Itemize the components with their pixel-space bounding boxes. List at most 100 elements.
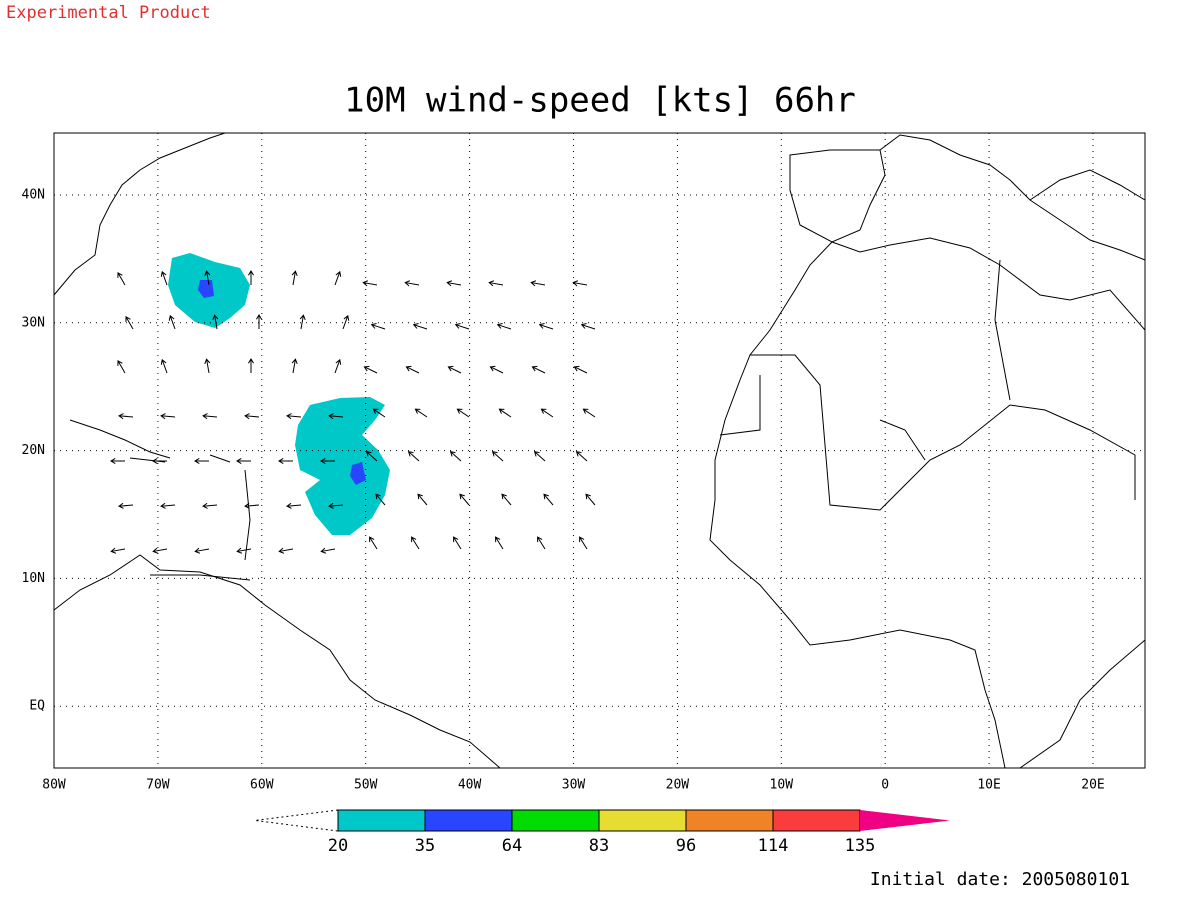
- wind-arrow: [407, 450, 420, 462]
- wind-arrow: [125, 316, 134, 330]
- x-axis-label: 30W: [562, 778, 586, 793]
- wind-arrow: [575, 450, 588, 462]
- colorbar-segment: [424, 809, 513, 832]
- colorbar-upper-triangle: [860, 810, 950, 831]
- map: [53, 132, 1146, 769]
- wind-arrow: [501, 493, 512, 506]
- wind-arrow: [488, 280, 504, 287]
- wind-arrow: [363, 365, 378, 374]
- wind-arrow: [244, 413, 260, 420]
- wind-arrow: [405, 365, 420, 374]
- wind-arrow: [160, 270, 168, 286]
- wind-arrow: [160, 358, 168, 374]
- wind-arrow: [459, 493, 470, 506]
- wind-area: [295, 397, 390, 535]
- wind-arrow: [369, 536, 378, 550]
- wind-arrow: [204, 358, 211, 374]
- wind-arrow: [411, 536, 420, 550]
- wind-arrow: [244, 502, 260, 509]
- border-lines: [719, 259, 1136, 511]
- x-axis-label: 80W: [42, 778, 66, 793]
- wind-arrow: [194, 457, 209, 465]
- wind-arrow: [495, 536, 504, 550]
- colorbar-segment: [598, 809, 687, 832]
- wind-arrow: [110, 457, 125, 465]
- wind-arrow: [160, 413, 176, 420]
- x-axis-label: 10E: [977, 778, 1000, 793]
- wind-arrow: [491, 450, 504, 462]
- wind-arrow: [334, 270, 342, 286]
- x-axis-label: 0: [881, 778, 889, 793]
- wind-arrow: [118, 502, 134, 509]
- wind-arrow: [412, 323, 428, 330]
- wind-arrow: [117, 360, 126, 374]
- wind-arrow: [202, 413, 218, 420]
- wind-arrow: [404, 280, 420, 287]
- wind-arrow: [291, 270, 298, 286]
- y-axis-label: 20N: [22, 443, 45, 458]
- wind-arrow: [247, 358, 255, 373]
- wind-arrows: [110, 270, 596, 554]
- wind-arrow: [236, 457, 251, 465]
- wind-arrow: [320, 547, 336, 554]
- wind-arrow: [414, 408, 428, 418]
- wind-arrow: [286, 413, 302, 420]
- wind-arrow: [204, 270, 211, 286]
- wind-arrow: [278, 457, 293, 465]
- colorbar: [254, 809, 950, 832]
- y-axis-label: 10N: [22, 571, 45, 586]
- wind-arrow: [236, 547, 252, 554]
- x-axis-label: 40W: [458, 778, 482, 793]
- y-axis-label: 40N: [22, 188, 45, 203]
- wind-arrow: [530, 280, 546, 287]
- colorbar-segment: [685, 809, 774, 832]
- map-title: 10M wind-speed [kts] 66hr: [344, 81, 856, 121]
- x-axis-label: 20W: [666, 778, 690, 793]
- coastline-africa: [709, 237, 1146, 769]
- wind-arrow: [543, 493, 554, 506]
- colorbar-segment: [337, 809, 426, 832]
- wind-area-core: [350, 462, 366, 485]
- wind-arrow: [168, 314, 176, 330]
- wind-arrow: [579, 536, 588, 550]
- colorbar-label: 20: [328, 836, 348, 856]
- coastline-caribbean: [69, 419, 251, 581]
- wind-arrow: [278, 547, 294, 554]
- coastline-europe: [789, 134, 1146, 261]
- wind-arrow: [498, 408, 512, 418]
- colorbar-label: 114: [758, 836, 789, 856]
- wind-arrow: [533, 450, 546, 462]
- x-axis-label: 50W: [354, 778, 378, 793]
- wind-arrow: [453, 536, 462, 550]
- wind-arrow: [194, 547, 210, 554]
- wind-arrow: [299, 314, 306, 330]
- wind-arrow: [582, 408, 596, 418]
- wind-arrow: [365, 450, 378, 462]
- wind-arrow: [585, 493, 596, 506]
- wind-arrow: [110, 547, 126, 554]
- x-axis-label: 10W: [770, 778, 794, 793]
- wind-arrow: [572, 280, 588, 287]
- colorbar-label: 96: [676, 836, 696, 856]
- map-frame: [53, 132, 1146, 769]
- colorbar-segment: [772, 809, 861, 832]
- wind-arrow: [489, 365, 504, 374]
- wind-arrow: [328, 413, 344, 420]
- wind-arrow: [152, 547, 168, 554]
- colorbar-segment: [511, 809, 600, 832]
- wind-arrow: [580, 323, 596, 330]
- y-axis-label: 30N: [22, 315, 45, 330]
- wind-arrow: [320, 457, 335, 465]
- wind-arrow: [247, 270, 255, 285]
- colorbar-label: 135: [845, 836, 876, 856]
- wind-arrow: [372, 408, 386, 418]
- coastline-south-america: [53, 554, 501, 769]
- wind-arrow: [328, 502, 344, 509]
- wind-area-core: [198, 280, 214, 298]
- wind-arrow: [454, 323, 470, 330]
- wind-arrow: [362, 280, 378, 287]
- wind-arrow: [537, 536, 546, 550]
- wind-arrow: [538, 323, 554, 330]
- wind-arrow: [496, 323, 512, 330]
